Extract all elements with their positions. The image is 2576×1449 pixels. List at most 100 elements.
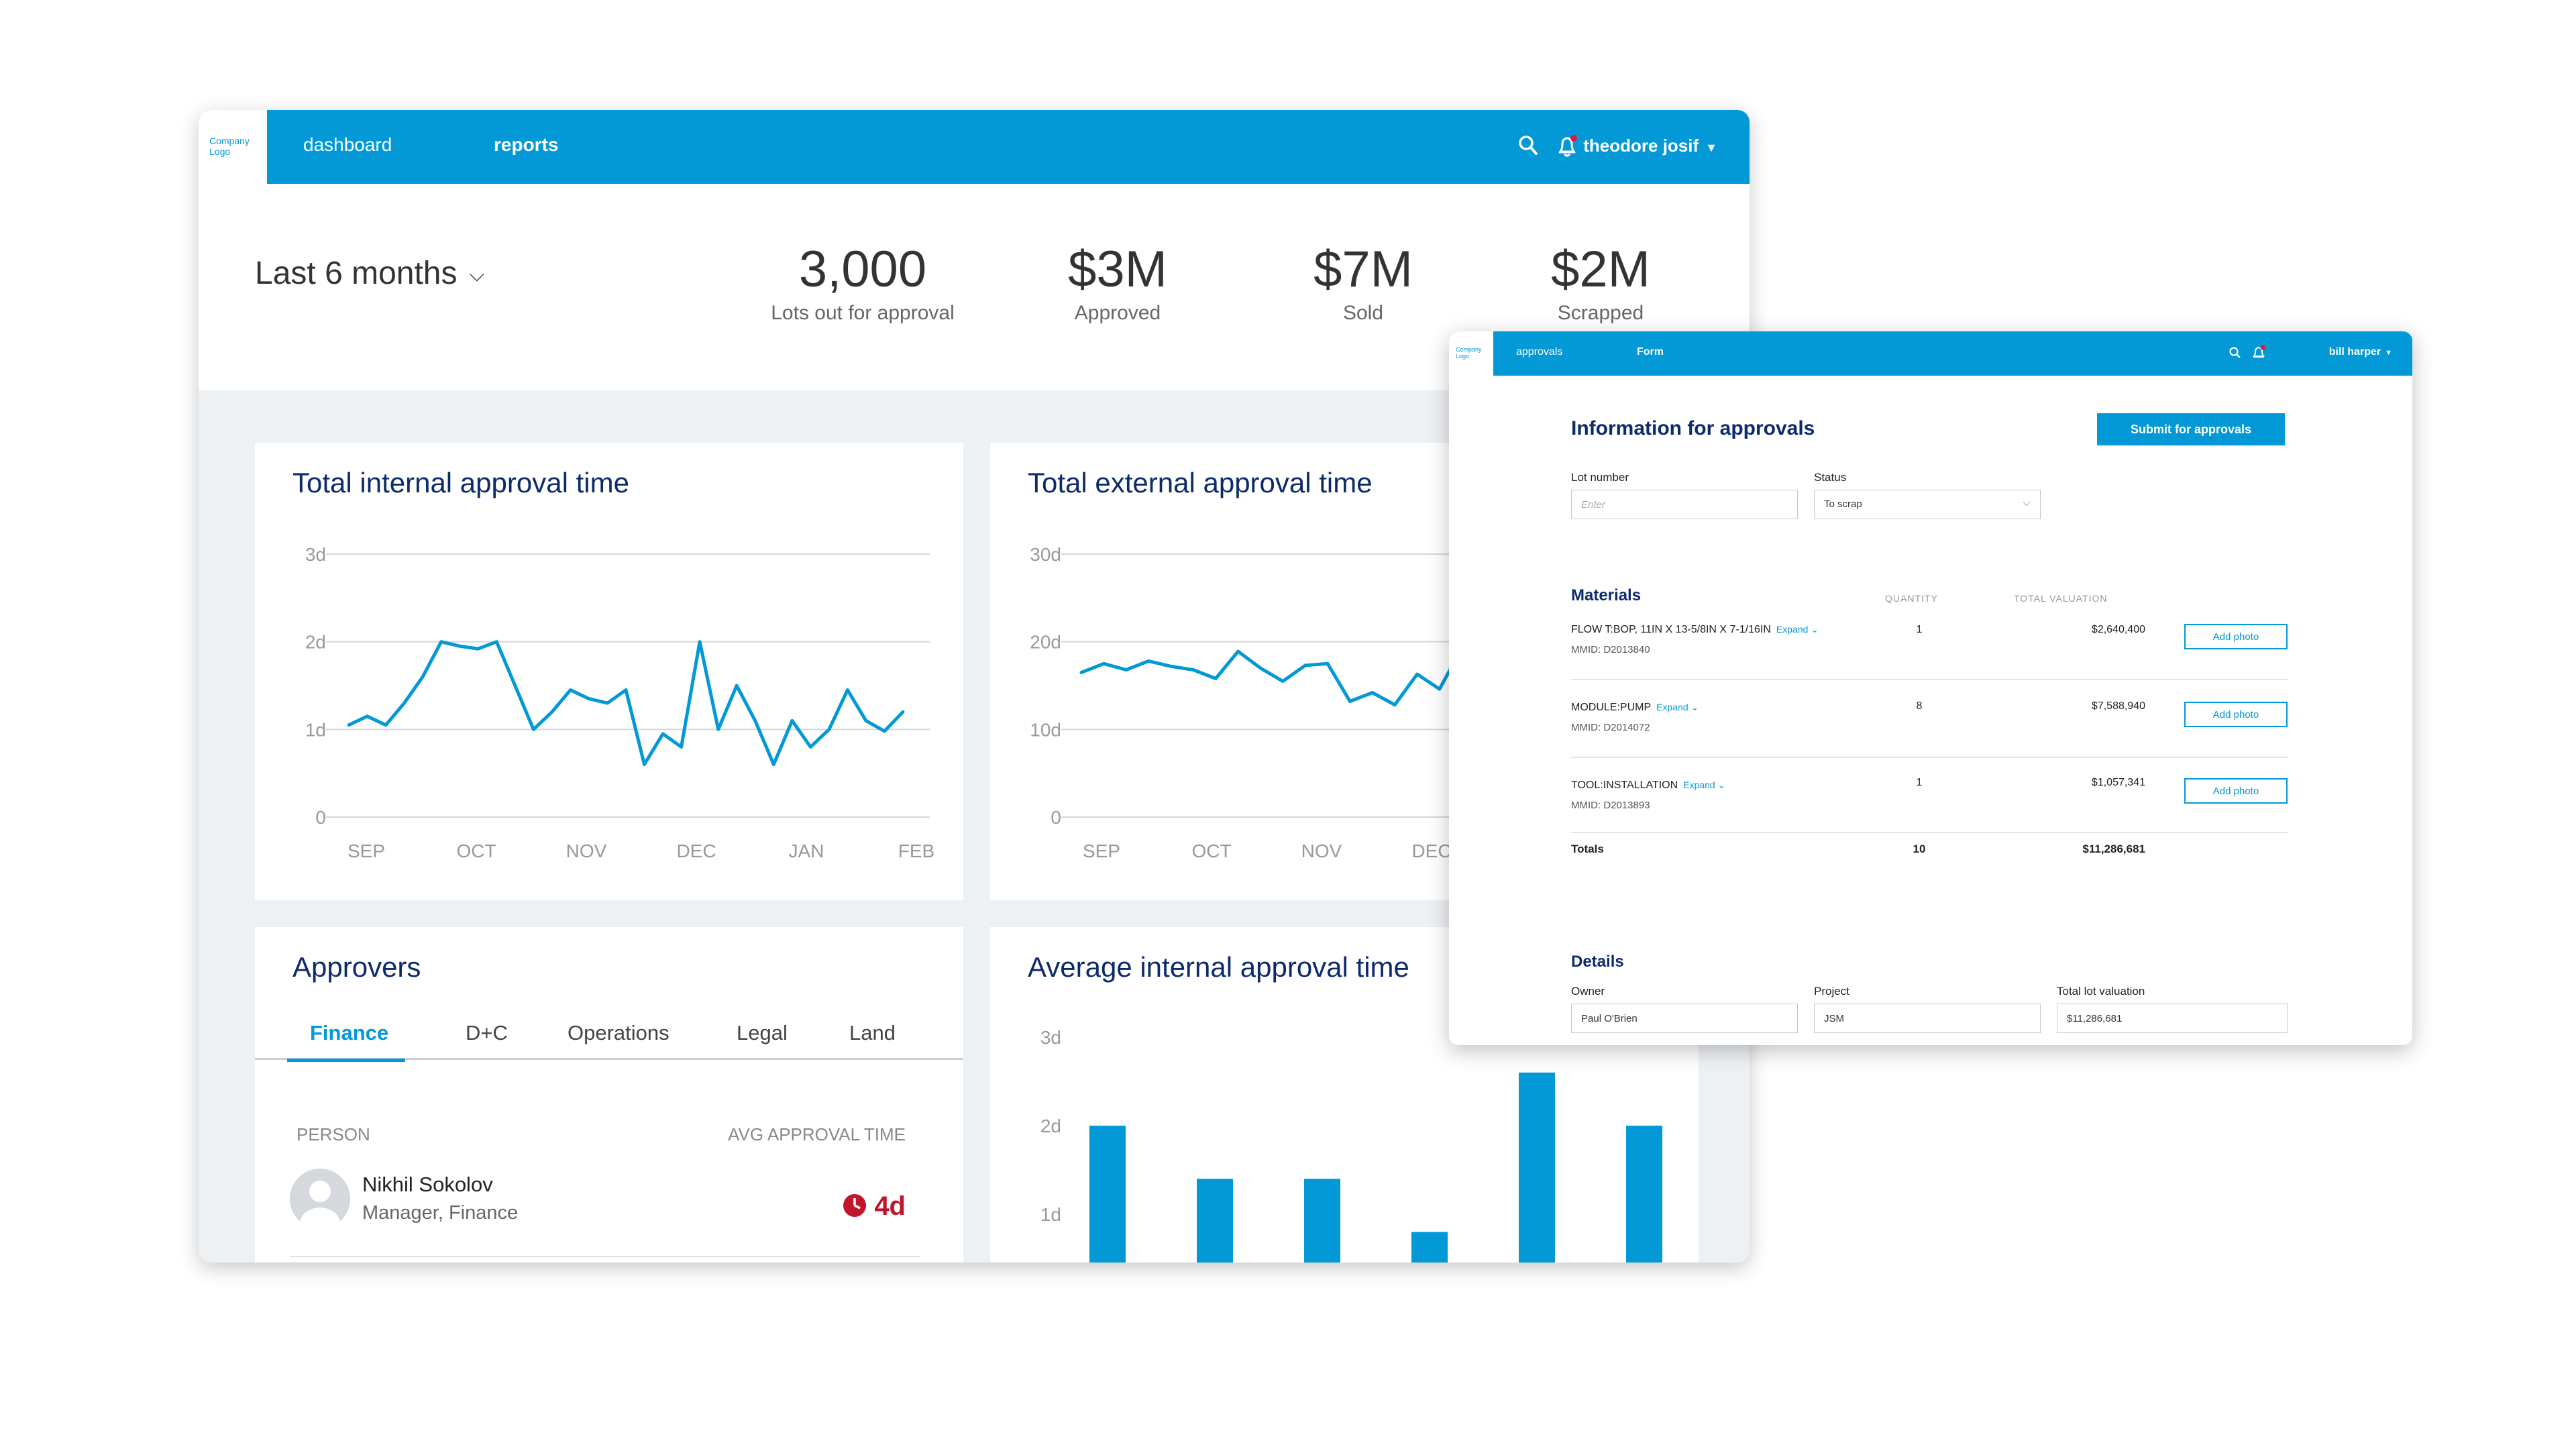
card-title: Approvers xyxy=(292,951,421,983)
y-tick-label: 2d xyxy=(305,632,326,653)
totals-quantity: 10 xyxy=(1913,843,1926,855)
row-divider xyxy=(1571,679,2288,680)
card-title: Total external approval time xyxy=(1028,467,1373,498)
expand-link[interactable]: Expand ⌄ xyxy=(1683,780,1726,790)
approval-time: 4d xyxy=(842,1191,906,1222)
project-input[interactable] xyxy=(1814,1004,2041,1033)
nav-link-form[interactable]: Form xyxy=(1637,346,1664,358)
bar xyxy=(1304,1179,1340,1263)
y-tick-label: 1d xyxy=(305,719,326,740)
material-mmid: MMID: D2013893 xyxy=(1571,800,1650,811)
internal-approval-card: Total internal approval time 0 1d 2d 3d SEP O… xyxy=(255,443,963,900)
search-icon[interactable] xyxy=(1517,134,1539,160)
nav-link-approvals[interactable]: approvals xyxy=(1516,346,1563,358)
bell-icon[interactable] xyxy=(1556,134,1579,162)
material-mmid: MMID: D2013840 xyxy=(1571,644,1650,655)
owner-input[interactable] xyxy=(1571,1004,1798,1033)
total-lot-valuation-label: Total lot valuation xyxy=(2057,985,2145,998)
expand-label: Expand xyxy=(1656,702,1688,712)
status-select[interactable]: To scrap ⌵ xyxy=(1814,490,2041,519)
submit-for-approvals-button[interactable]: Submit for approvals xyxy=(2097,413,2285,445)
material-valuation: $1,057,341 xyxy=(2091,777,2145,788)
period-dropdown[interactable]: Last 6 months ⌵ xyxy=(255,255,484,292)
card-title: Average internal approval time xyxy=(1028,951,1409,983)
user-name: theodore josif xyxy=(1583,136,1699,156)
material-name: TOOL:INSTALLATION Expand ⌄ xyxy=(1571,780,1725,792)
total-lot-valuation-input[interactable] xyxy=(2057,1004,2288,1033)
period-label: Last 6 months xyxy=(255,256,458,291)
y-tick-label: 3d xyxy=(305,544,326,565)
y-tick-label: 10d xyxy=(1030,719,1061,740)
stat-label: Sold xyxy=(1342,302,1384,324)
x-tick-label: FEB xyxy=(898,841,934,861)
stat-lots: 3,000 Lots out for approval xyxy=(735,241,990,325)
company-logo[interactable]: Company Logo xyxy=(199,110,267,184)
row-divider xyxy=(290,1256,920,1257)
person-name[interactable]: Nikhil Sokolov xyxy=(362,1173,493,1196)
card-title: Total internal approval time xyxy=(292,467,629,498)
column-header-person: PERSON xyxy=(297,1124,370,1144)
lot-number-input[interactable] xyxy=(1571,490,1798,519)
row-divider xyxy=(1571,832,2288,833)
lot-number-label: Lot number xyxy=(1571,471,1629,484)
y-tick-label: 30d xyxy=(1030,544,1061,565)
active-tab-indicator xyxy=(287,1059,405,1062)
expand-link[interactable]: Expand ⌄ xyxy=(1656,702,1699,712)
avatar xyxy=(290,1169,350,1229)
x-tick-label: OCT xyxy=(456,841,496,861)
x-tick-label: OCT xyxy=(1191,841,1231,861)
x-tick-label: NOV xyxy=(566,841,607,861)
project-label: Project xyxy=(1814,985,1849,998)
chevron-down-icon: ⌵ xyxy=(469,264,485,286)
stat-label: Approved xyxy=(1074,302,1161,324)
expand-label: Expand xyxy=(1776,624,1809,635)
y-tick-label: 3d xyxy=(1040,1027,1061,1048)
tab-land[interactable]: Land xyxy=(849,1021,896,1044)
material-name-text: FLOW T:BOP, 11IN X 13-5/8IN X 7-1/16IN xyxy=(1571,624,1771,635)
add-photo-button[interactable]: Add photo xyxy=(2184,624,2288,649)
x-tick-label: NOV xyxy=(1301,841,1342,861)
material-name: MODULE:PUMP Expand ⌄ xyxy=(1571,702,1699,714)
user-menu[interactable]: theodore josif ▼ xyxy=(1583,136,1717,156)
stat-value: $2M xyxy=(1551,241,1650,298)
stat-scrapped: $2M Scrapped xyxy=(1534,241,1668,325)
y-tick-label: 0 xyxy=(1051,807,1061,828)
bar xyxy=(1519,1072,1555,1263)
add-photo-button[interactable]: Add photo xyxy=(2184,702,2288,727)
tab-finance[interactable]: Finance xyxy=(310,1021,389,1044)
y-tick-label: 1d xyxy=(1040,1204,1061,1225)
tab-dc[interactable]: D+C xyxy=(466,1021,508,1044)
tab-legal[interactable]: Legal xyxy=(737,1021,788,1044)
form-nav-bar: Company Logo approvals Form bill harper ▼ xyxy=(1449,331,2412,376)
chevron-down-icon: ⌵ xyxy=(2022,497,2031,508)
material-quantity: 8 xyxy=(1916,700,1923,712)
notification-dot xyxy=(2260,345,2265,350)
bell-icon[interactable] xyxy=(2251,345,2266,364)
material-name-text: MODULE:PUMP xyxy=(1571,702,1652,713)
series-line xyxy=(1079,646,1509,707)
top-nav-bar: Company Logo dashboard reports theodore … xyxy=(199,110,1750,184)
avg-approval-chart: 1d 2d 3d xyxy=(1040,1027,1662,1263)
status-value: To scrap xyxy=(1824,498,1862,510)
status-label: Status xyxy=(1814,471,1847,484)
bar xyxy=(1089,1126,1126,1263)
add-photo-button[interactable]: Add photo xyxy=(2184,778,2288,804)
materials-title: Materials xyxy=(1571,586,1642,604)
tab-operations[interactable]: Operations xyxy=(568,1021,669,1044)
material-name-text: TOOL:INSTALLATION xyxy=(1571,780,1678,791)
user-menu[interactable]: bill harper ▼ xyxy=(2329,346,2392,358)
user-name: bill harper xyxy=(2328,346,2381,358)
x-tick-label: SEP xyxy=(1083,841,1120,861)
material-quantity: 1 xyxy=(1916,777,1923,788)
bar xyxy=(1626,1126,1662,1263)
approver-tabs: Finance D+C Operations Legal Land xyxy=(255,1021,963,1062)
company-logo[interactable]: Company Logo xyxy=(1449,331,1493,376)
x-tick-label: JAN xyxy=(789,841,824,861)
stat-value: $7M xyxy=(1313,241,1413,298)
x-tick-label: SEP xyxy=(347,841,385,861)
nav-link-dashboard[interactable]: dashboard xyxy=(303,134,392,155)
stat-approved: $3M Approved xyxy=(1051,241,1185,325)
nav-link-reports[interactable]: reports xyxy=(494,134,559,155)
expand-link[interactable]: Expand ⌄ xyxy=(1776,624,1819,635)
search-icon[interactable] xyxy=(2229,346,2242,363)
